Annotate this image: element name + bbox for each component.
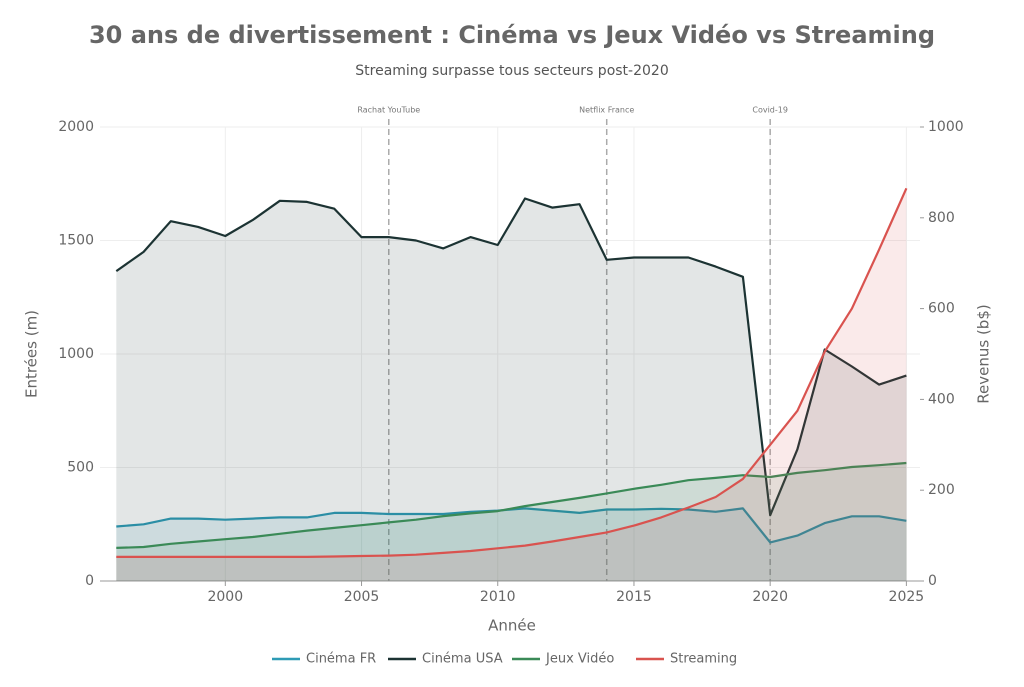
area [116, 463, 907, 581]
legend-label: Cinéma USA [422, 652, 503, 667]
event-label: Netflix France [579, 106, 634, 115]
y2-tick-label: 0 [928, 573, 937, 589]
y2-tick-label: 800 [928, 210, 955, 226]
x-tick-label: 2005 [344, 589, 380, 605]
x-tick-label: 2010 [480, 589, 516, 605]
y2-tick-label: 400 [928, 391, 955, 407]
event-label: Covid-19 [752, 106, 788, 115]
event-label: Rachat YouTube [357, 106, 420, 115]
x-tick-label: 2000 [207, 589, 243, 605]
legend-label: Jeux Vidéo [545, 652, 614, 667]
line [116, 187, 908, 558]
y-tick-label: 500 [67, 460, 94, 476]
y-tick-label: 1000 [58, 346, 94, 362]
x-tick-label: 2020 [752, 589, 788, 605]
y2-tick-label: 1000 [928, 119, 964, 135]
legend-label: Cinéma FR [306, 652, 376, 667]
area [116, 508, 907, 581]
x-axis-title: Année [488, 617, 536, 635]
y-tick-label: 2000 [58, 119, 94, 135]
y-tick-label: 0 [85, 573, 94, 589]
area [116, 198, 907, 581]
y-tick-label: 1500 [58, 233, 94, 249]
y2-tick-label: 200 [928, 482, 955, 498]
area [116, 188, 907, 582]
legend-label: Streaming [670, 652, 737, 667]
x-tick-label: 2015 [616, 589, 652, 605]
y2-tick-label: 600 [928, 301, 955, 317]
y2-axis-title: Revenus (b$) [975, 304, 993, 403]
x-tick-label: 2025 [889, 589, 925, 605]
line [115, 197, 907, 517]
y-axis-title: Entrées (m) [23, 310, 41, 398]
chart-title: 30 ans de divertissement : Cinéma vs Jeu… [89, 21, 935, 49]
chart-subtitle: Streaming surpasse tous secteurs post-20… [355, 63, 668, 79]
line [116, 461, 907, 549]
